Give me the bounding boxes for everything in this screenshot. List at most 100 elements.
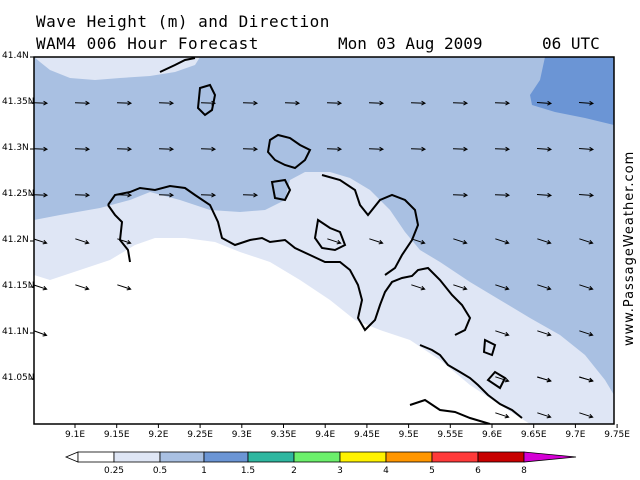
lon-label: 9.5E <box>398 430 419 440</box>
wave-arrow <box>410 146 427 152</box>
wave-arrow <box>452 100 469 106</box>
lon-label: 9.6E <box>482 430 502 440</box>
coastline <box>107 57 523 424</box>
colorbar-segment <box>339 451 387 463</box>
wave-arrow <box>537 412 552 419</box>
wave-arrow <box>34 284 48 291</box>
wave-arrow <box>578 100 595 106</box>
wave-arrow <box>578 146 595 152</box>
lon-label: 9.1E <box>65 430 85 440</box>
wave-arrow <box>326 100 343 106</box>
wave-arrow <box>536 192 553 198</box>
sea-calm-zone <box>34 238 530 424</box>
sea-low-zone-top <box>34 57 200 80</box>
wave-arrow <box>537 376 552 383</box>
wave-arrow <box>495 376 510 383</box>
colorbar-label: 8 <box>521 466 527 476</box>
wave-arrow <box>74 146 91 152</box>
wave-arrow <box>579 238 594 245</box>
wave-direction-arrows <box>34 100 595 419</box>
colorbar-segment <box>293 451 341 463</box>
wave-arrow <box>452 146 469 152</box>
colorbar-high-cap <box>523 451 577 463</box>
colorbar-label: 1 <box>201 466 207 476</box>
colorbar-label: 1.5 <box>240 466 256 476</box>
forecast-time: 06 UTC <box>542 34 600 53</box>
wave-arrow <box>34 238 48 245</box>
wave-arrow <box>34 192 49 198</box>
wave-arrow <box>495 284 510 291</box>
wave-arrow <box>411 284 426 291</box>
lat-label: 41.25N <box>2 189 35 199</box>
chart-title: Wave Height (m) and Direction <box>36 12 330 31</box>
wave-arrow <box>242 192 259 198</box>
colorbar-low-cap <box>64 451 79 463</box>
sea-high-zone <box>530 57 614 125</box>
wave-arrow <box>74 100 91 106</box>
wave-arrow <box>537 284 552 291</box>
wave-arrow <box>368 146 385 152</box>
wave-arrow <box>75 284 90 291</box>
lon-label: 9.2E <box>148 430 169 440</box>
colorbar-label: 0.5 <box>152 466 168 476</box>
wave-arrow <box>326 146 343 152</box>
lon-label: 9.55E <box>437 430 464 440</box>
wave-arrow <box>242 100 259 106</box>
lat-label: 41.15N <box>2 281 35 291</box>
wave-arrow <box>116 146 133 152</box>
wave-arrow <box>74 192 91 198</box>
wave-arrow <box>200 100 217 106</box>
colorbar-segment <box>159 451 205 463</box>
wave-arrow <box>410 100 427 106</box>
lat-label: 41.35N <box>2 97 35 107</box>
wave-arrow <box>242 146 259 152</box>
colorbar-segment <box>477 451 525 463</box>
colorbar-label: 5 <box>429 466 435 476</box>
wave-arrow <box>200 192 217 198</box>
wave-arrow <box>536 100 553 106</box>
wave-arrow <box>368 100 385 106</box>
colorbar-label: 0.25 <box>103 466 125 476</box>
wave-arrow <box>200 146 217 152</box>
lat-label: 41.4N <box>2 51 29 61</box>
wave-arrow <box>579 376 594 383</box>
wave-arrow <box>495 412 510 419</box>
wave-arrow <box>494 192 511 198</box>
lat-label: 41.05N <box>2 373 35 383</box>
wave-arrow <box>579 284 594 291</box>
lon-label: 9.3E <box>231 430 252 440</box>
wave-arrow <box>494 146 511 152</box>
forecast-date: Mon 03 Aug 2009 <box>338 34 483 53</box>
lon-label: 9.25E <box>187 430 213 440</box>
wave-arrow <box>327 238 342 245</box>
colorbar-label: 6 <box>475 466 481 476</box>
wave-arrow <box>116 192 133 198</box>
wave-arrow <box>75 238 90 245</box>
wave-arrow <box>411 238 426 245</box>
wave-arrow <box>117 238 132 245</box>
wave-arrow <box>579 330 594 337</box>
lon-label: 9.75E <box>604 430 630 440</box>
lat-label: 41.3N <box>2 143 29 153</box>
wave-arrow <box>578 192 595 198</box>
lon-label: 9.4E <box>315 430 336 440</box>
site-credit: www.PassageWeather.com <box>622 150 637 346</box>
wave-arrow <box>453 238 468 245</box>
lon-label: 9.65E <box>520 430 547 440</box>
wave-arrow <box>116 100 133 106</box>
wave-arrow <box>536 146 553 152</box>
lat-label: 41.2N <box>2 235 29 245</box>
colorbar-segment <box>113 451 161 463</box>
colorbar-segment <box>77 451 115 463</box>
colorbar-label: 2 <box>291 466 297 476</box>
wave-arrow <box>158 146 175 152</box>
wave-arrow <box>34 146 49 152</box>
wave-arrow <box>537 238 552 245</box>
wave-arrow <box>117 284 132 291</box>
wave-arrow <box>537 330 552 337</box>
colorbar-segment <box>247 451 295 463</box>
colorbar-label: 3 <box>337 466 343 476</box>
colorbar-segment <box>385 451 433 463</box>
wave-arrow <box>369 238 384 245</box>
